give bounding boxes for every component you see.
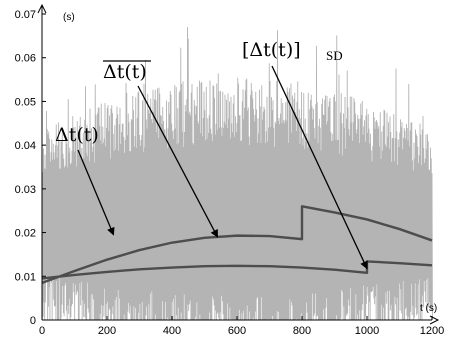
annotation-label: [Δt(t)] <box>242 39 301 61</box>
annotation-3: [Δt(t)] SD <box>242 39 368 270</box>
x-axis-arrow <box>429 315 440 325</box>
annotation-label: Δt(t) <box>55 124 99 146</box>
y-unit-label: (s) <box>63 12 75 23</box>
annotation-2: Δt(t) <box>103 60 219 238</box>
annotation-subscript: SD <box>326 48 343 63</box>
y-tick-label: 0.06 <box>15 53 36 65</box>
annotation-1: Δt(t) <box>55 124 115 236</box>
series-line-1 <box>41 205 433 284</box>
x-tick-label: 400 <box>163 325 181 337</box>
y-axis-arrow <box>37 3 47 14</box>
y-tick-label: 0.07 <box>15 9 36 21</box>
x-tick-label: 1000 <box>355 325 379 337</box>
annotation-arrow <box>137 85 219 238</box>
annotation-label: Δt(t) <box>103 61 147 83</box>
y-tick-label: 0.03 <box>15 184 36 196</box>
annotation-arrow <box>271 65 368 270</box>
y-tick-label: 0.01 <box>15 271 36 283</box>
y-tick-label: 0.04 <box>15 140 36 152</box>
noise-series <box>41 27 433 321</box>
y-tick-label: 0 <box>30 315 36 327</box>
x-tick-label: 1200 <box>420 325 444 337</box>
x-tick-label: 0 <box>39 325 45 337</box>
x-tick-label: 800 <box>293 325 311 337</box>
x-tick-label: 600 <box>228 325 246 337</box>
noise-trace <box>41 27 433 321</box>
annotations: Δt(t) Δt(t) [Δt(t)] SD <box>55 39 368 270</box>
axes <box>37 3 440 325</box>
annotation-arrow <box>77 149 115 236</box>
y-tick-label: 0.05 <box>15 96 36 108</box>
x-tick-label: 200 <box>98 325 116 337</box>
tick-labels: 0 200 400 600 800 1000 1200 0 0.01 0.02 0.03 0.04 0.… <box>15 9 445 337</box>
x-unit-label: t (s) <box>420 303 437 314</box>
y-tick-label: 0.02 <box>15 228 36 240</box>
